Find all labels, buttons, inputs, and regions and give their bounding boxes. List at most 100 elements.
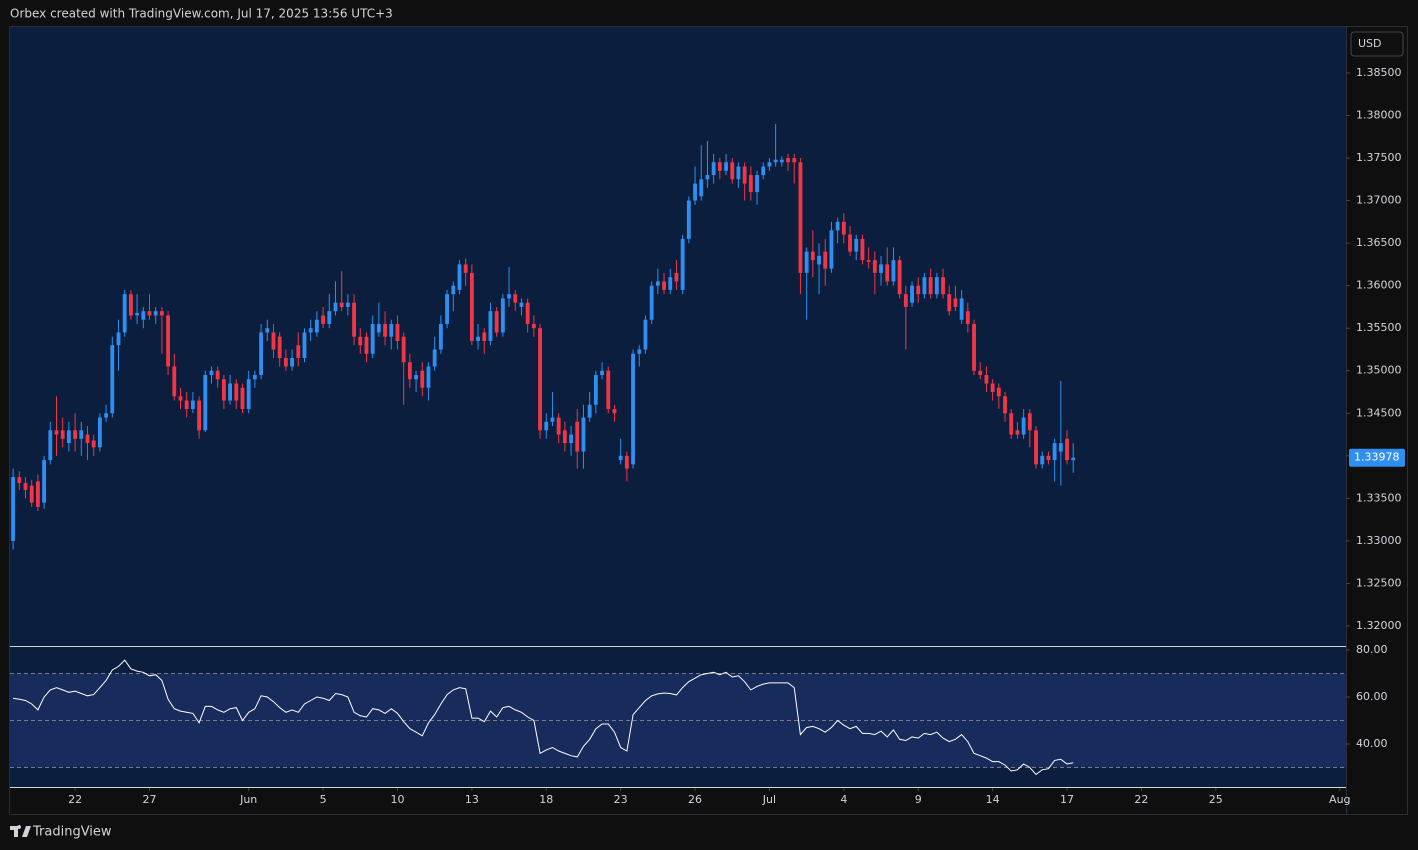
candle-body xyxy=(618,455,623,461)
frame xyxy=(9,26,1408,815)
candle-body xyxy=(848,234,852,252)
candle-body xyxy=(866,260,871,262)
candle-body xyxy=(1052,443,1057,461)
candle-body xyxy=(984,375,989,384)
candle-body xyxy=(91,440,96,448)
candle-body xyxy=(897,260,902,295)
candle-body xyxy=(841,221,846,235)
candle-body xyxy=(339,302,344,307)
candle-body xyxy=(600,370,604,376)
candle-body xyxy=(302,332,307,358)
candle-body xyxy=(978,370,983,376)
x-tick-label: Aug xyxy=(1329,793,1350,806)
candle-body xyxy=(798,162,803,273)
candle-body xyxy=(1009,413,1014,435)
candle-body xyxy=(197,400,202,431)
candle-body xyxy=(544,421,549,431)
candle-body xyxy=(296,345,301,358)
candle-body xyxy=(420,370,425,388)
candle-body xyxy=(345,302,350,307)
candle-body xyxy=(432,349,437,367)
candle-body xyxy=(463,264,468,273)
candle-body xyxy=(550,417,555,422)
x-tick-label: 25 xyxy=(1209,793,1223,806)
candle-body xyxy=(35,481,40,507)
candle-body xyxy=(711,162,716,176)
last-price-label: 1.33978 xyxy=(1354,451,1400,464)
candle-body xyxy=(879,264,883,273)
y-tick-label: 1.37500 xyxy=(1356,151,1402,164)
candle-body xyxy=(97,417,102,448)
candle-body xyxy=(724,162,728,171)
candle-body xyxy=(643,319,648,350)
candle-body xyxy=(872,260,877,273)
candle-body xyxy=(265,328,270,333)
candle-body xyxy=(48,430,53,461)
candle-body xyxy=(283,357,288,367)
candle-body xyxy=(11,477,16,541)
candle-body xyxy=(885,264,890,282)
candle-body xyxy=(358,336,363,346)
candle-body xyxy=(959,298,964,320)
price-pane xyxy=(10,27,1346,646)
candle-body xyxy=(996,387,1001,397)
candle-body xyxy=(389,323,394,337)
candle-body xyxy=(23,483,28,490)
candle-body xyxy=(631,353,635,465)
candle-body xyxy=(321,315,325,324)
candle-body xyxy=(178,396,183,401)
y-tick-label: 1.35000 xyxy=(1356,364,1402,377)
candle-body xyxy=(482,332,487,341)
candle-body xyxy=(674,272,679,282)
candle-body xyxy=(1021,417,1026,435)
x-tick-label: 9 xyxy=(915,793,922,806)
candle-body xyxy=(562,430,567,444)
candle-body xyxy=(1058,443,1063,452)
x-tick-label: Jun xyxy=(239,793,257,806)
candle-body xyxy=(891,260,896,282)
x-tick-label: 18 xyxy=(539,793,553,806)
candle-body xyxy=(290,357,295,367)
x-tick-label: 5 xyxy=(320,793,327,806)
candle-body xyxy=(612,409,617,414)
y-tick-label: 1.34500 xyxy=(1356,406,1402,419)
candle-body xyxy=(693,183,697,201)
y-tick-label: 1.33500 xyxy=(1356,491,1402,504)
candle-body xyxy=(1034,430,1038,465)
currency-label[interactable]: USD xyxy=(1358,37,1382,50)
candle-body xyxy=(1040,455,1045,465)
candle-body xyxy=(128,294,133,316)
candle-body xyxy=(941,277,945,295)
candle-body xyxy=(624,455,629,469)
candle-body xyxy=(54,430,59,435)
candle-body xyxy=(854,238,859,252)
candle-body xyxy=(383,323,387,337)
candle-body xyxy=(395,323,400,341)
currency-button[interactable] xyxy=(1350,31,1404,57)
candle-body xyxy=(531,323,536,329)
last-price-tag xyxy=(1349,448,1405,467)
y-tick-label: 1.32500 xyxy=(1356,576,1402,589)
candle-body xyxy=(401,336,406,363)
candle-body xyxy=(135,312,140,316)
candle-body xyxy=(252,375,257,380)
y-tick-label: 40.00 xyxy=(1356,737,1388,750)
y-tick-label: 1.38500 xyxy=(1356,66,1402,79)
candle-body xyxy=(364,336,369,354)
candle-body xyxy=(903,294,908,307)
candle-body xyxy=(519,302,524,307)
candle-body xyxy=(271,332,276,350)
y-tick-label: 1.36500 xyxy=(1356,236,1402,249)
x-tick-label: Jul xyxy=(762,793,776,806)
candle-body xyxy=(668,277,673,290)
y-tick-label: 80.00 xyxy=(1356,643,1388,656)
candle-body xyxy=(829,230,834,269)
candle-body xyxy=(79,430,84,439)
candle-body xyxy=(209,370,214,376)
candle-body xyxy=(73,430,78,439)
candle-body xyxy=(29,485,34,503)
candle-body xyxy=(203,375,208,431)
candle-body xyxy=(308,328,313,333)
